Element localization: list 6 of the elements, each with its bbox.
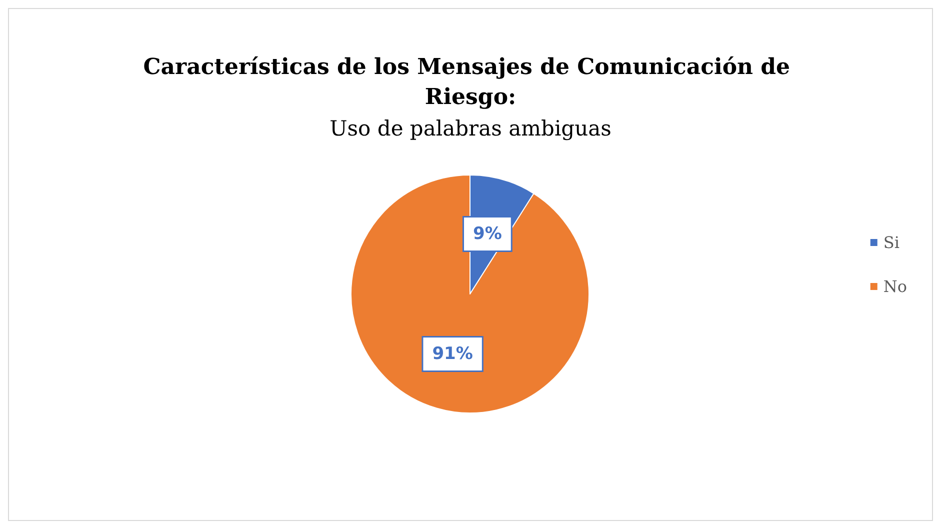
legend-label: No bbox=[883, 277, 908, 296]
data-label: 9% bbox=[473, 224, 502, 244]
data-label: 91% bbox=[432, 344, 473, 364]
chart-title: Características de los Mensajes de Comunicación de Riesgo: bbox=[143, 54, 798, 110]
chart-subtitle: Uso de palabras ambiguas bbox=[330, 116, 612, 140]
legend-label: Si bbox=[883, 233, 900, 252]
